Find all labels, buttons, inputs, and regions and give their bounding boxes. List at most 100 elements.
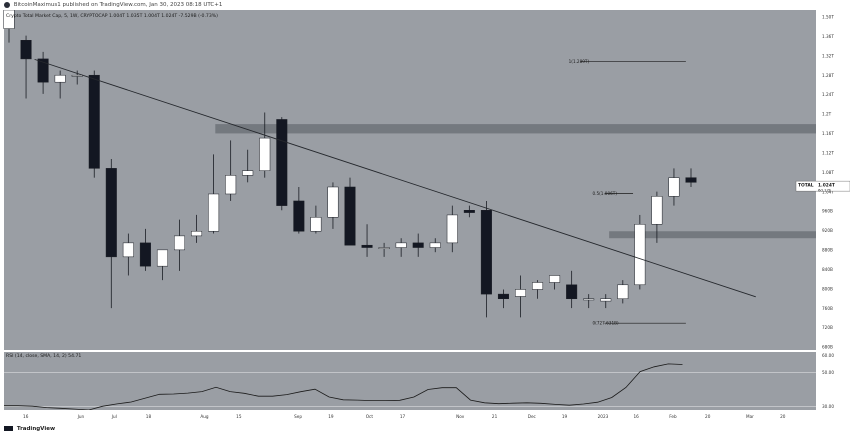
price-axis-bg: [816, 10, 850, 424]
candle-body: [412, 242, 424, 248]
rsi-line: [4, 363, 683, 411]
candle-body: [651, 196, 663, 225]
current-price-symbol: TOTAL: [798, 182, 814, 188]
support-resistance-zone: [609, 231, 816, 239]
rsi-axis-tick-label: 60.00: [822, 353, 834, 358]
price-axis-tick-label: 720B: [822, 325, 833, 330]
fib-level-label: 1(1.289T): [569, 59, 590, 64]
rsi-pane-bg: [4, 352, 816, 410]
time-axis-tick-label: Oct: [366, 414, 374, 419]
price-axis-tick-label: 1.12T: [822, 150, 834, 155]
publisher-header: BitcoinMaximus1 published on TradingView…: [0, 0, 850, 10]
price-axis-tick-label: 1.50T: [822, 15, 834, 20]
publisher-text: BitcoinMaximus1 published on TradingView…: [13, 2, 223, 8]
candle-body: [71, 74, 83, 77]
price-axis-tick-label: 1.36T: [822, 34, 834, 39]
current-price-tag: [795, 180, 850, 192]
candle-body: [515, 289, 526, 297]
candle-body: [310, 217, 322, 232]
price-axis-tick-label: 1.04T: [822, 189, 834, 194]
time-axis-tick-label: Jun: [77, 414, 85, 419]
rsi-axis-tick-label: 50.00: [822, 370, 834, 375]
candle-body: [174, 235, 185, 251]
candle-body: [54, 74, 66, 83]
time-axis-tick-label: 16: [23, 414, 29, 419]
symbol-legend: Crypto Total Market Cap, 5, 1W, CRYPTOCA…: [6, 14, 218, 19]
time-axis-tick-label: 16: [633, 414, 639, 419]
time-axis-tick-label: 21: [492, 414, 498, 419]
support-resistance-zone: [215, 124, 816, 134]
candle-body: [583, 298, 595, 301]
price-axis-tick-label: 760B: [822, 306, 833, 311]
candle-body: [378, 247, 390, 249]
candle-body: [88, 74, 100, 169]
candle-body: [225, 175, 237, 195]
time-axis-tick-label: Feb: [669, 414, 677, 419]
time-axis-tick-label: Dec: [528, 414, 537, 419]
candle-body: [634, 223, 646, 286]
candle-body: [122, 242, 134, 258]
candle-body: [463, 210, 475, 213]
candle-body: [327, 186, 339, 218]
tradingview-logo-icon: [4, 426, 13, 431]
time-axis-tick-label: 18: [146, 414, 152, 419]
time-axis-tick-label: 2023: [598, 414, 609, 419]
candle-body: [20, 40, 32, 60]
time-axis-tick-label: Mar: [746, 414, 754, 419]
tradingview-footer[interactable]: TradingView: [4, 424, 55, 434]
candle-body: [276, 119, 288, 206]
time-axis-tick-label: 19: [562, 414, 568, 419]
candle-body: [242, 170, 254, 176]
rsi-legend-text: RSI (14, close, SMA, 14, 2): [6, 354, 67, 359]
candle-body: [617, 284, 629, 300]
time-axis-tick-label: Jul: [111, 414, 117, 419]
descending-trendline: [34, 58, 756, 298]
candle-body: [395, 242, 407, 248]
time-axis-tick-label: 19: [328, 414, 334, 419]
time-axis-tick-label: 20: [780, 414, 786, 419]
candle-body: [191, 230, 203, 237]
candle-body: [668, 177, 680, 197]
candle-body: [429, 242, 441, 248]
time-axis-tick-label: 17: [400, 414, 406, 419]
price-axis-tick-label: 920B: [822, 228, 833, 233]
candle-body: [446, 214, 458, 244]
candle-body: [344, 186, 356, 246]
time-axis-bg: [4, 410, 816, 424]
fib-level-label: 0(727.631B): [593, 321, 619, 326]
price-axis-tick-label: 1.28T: [822, 73, 834, 78]
candle-body: [208, 193, 220, 232]
symbol-legend-text: Crypto Total Market Cap, 5, 1W, CRYPTOCA…: [6, 14, 218, 19]
price-chart[interactable]: 1(1.289T) 0.5(1.006T) 0(727.631B) 1.50T 1.36…: [0, 10, 850, 424]
candle-body: [549, 275, 561, 283]
rsi-axis-tick-label: 30.00: [822, 404, 834, 409]
time-axis-tick-label: 20: [705, 414, 711, 419]
candle-body: [685, 177, 697, 183]
main-pane-bg: [4, 10, 816, 350]
rsi-legend: RSI (14, close, SMA, 14, 2) 54.71: [6, 354, 81, 359]
candle-body: [139, 242, 151, 267]
tradingview-brand: TradingView: [16, 426, 56, 432]
candle-body: [3, 10, 15, 29]
price-axis-tick-label: 880B: [822, 248, 833, 253]
price-axis-tick-label: 680B: [822, 345, 833, 350]
fib-level-label: 0.5(1.006T): [593, 191, 618, 196]
candle-body: [600, 298, 612, 302]
candle-body: [156, 249, 168, 267]
candle-body: [37, 58, 49, 83]
current-price-value: 1.024T: [818, 182, 835, 188]
time-axis-tick-label: Nov: [456, 414, 465, 419]
candle-body: [293, 200, 305, 232]
current-price-countdown: 6d 17h: [818, 187, 832, 192]
chart-area[interactable]: 1(1.289T) 0.5(1.006T) 0(727.631B) 1.50T 1.36…: [0, 10, 850, 424]
time-axis-tick-label: Sep: [294, 414, 302, 419]
time-axis-tick-label: Aug: [200, 414, 209, 419]
candle-body: [259, 137, 271, 171]
price-axis-tick-label: 960B: [822, 209, 833, 214]
price-axis-tick-label: 840B: [822, 267, 833, 272]
candle-body: [105, 168, 117, 258]
author-avatar: [4, 1, 10, 8]
price-axis-tick-label: 1.32T: [822, 53, 834, 58]
candle-body: [566, 284, 578, 300]
candle-body: [532, 282, 544, 290]
